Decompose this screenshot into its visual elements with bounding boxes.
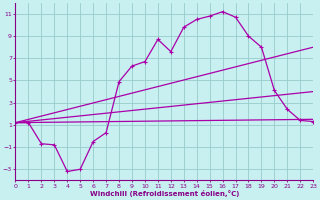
X-axis label: Windchill (Refroidissement éolien,°C): Windchill (Refroidissement éolien,°C) (90, 190, 239, 197)
